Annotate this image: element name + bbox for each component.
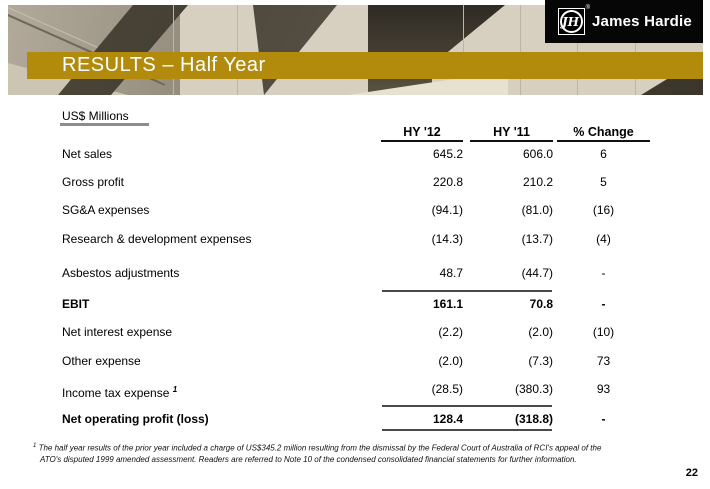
row-label: Gross profit: [62, 175, 125, 189]
hy12-value: 161.1: [432, 297, 463, 311]
hy11-value: 70.8: [529, 297, 553, 311]
jh-logo-circle: JH: [560, 10, 583, 33]
panel-seam: [463, 5, 464, 95]
footnote: 1 The half year results of the prior yea…: [33, 441, 602, 466]
unit-label: US$ Millions: [62, 109, 129, 123]
change-value: -: [601, 297, 606, 311]
slide-title-bar: RESULTS – Half Year: [27, 52, 703, 79]
net-profit-top-rule: [382, 405, 552, 407]
hy11-value: 606.0: [522, 147, 553, 161]
row-label: Net interest expense: [62, 325, 173, 339]
hy11-value: (7.3): [528, 354, 553, 368]
change-value: 5: [600, 175, 607, 189]
change-value: 6: [600, 147, 607, 161]
hy11-value: (44.7): [521, 266, 553, 280]
hy11-value: (2.0): [528, 325, 553, 339]
change-value: 73: [596, 354, 611, 368]
change-value: -: [601, 266, 606, 280]
hy12-value: (2.2): [438, 325, 463, 339]
page-number: 22: [685, 467, 698, 479]
hy11-value: 210.2: [522, 175, 553, 189]
column-header-hy11: HY '11: [470, 126, 553, 142]
table-row: Net interest expense (2.2) (2.0) (10): [0, 326, 710, 340]
jh-monogram: JH: [561, 14, 579, 29]
row-label: Income tax expense 1: [62, 385, 178, 400]
slide-title: RESULTS – Half Year: [62, 54, 266, 76]
panel-seam: [237, 5, 238, 95]
hy11-value: (81.0): [521, 203, 553, 217]
footnote-superscript: 1: [33, 443, 37, 449]
table-row: Asbestos adjustments 48.7 (44.7) -: [0, 267, 710, 281]
table-row-net-operating-profit: Net operating profit (loss) 128.4 (318.8…: [0, 413, 710, 427]
hy12-value: (2.0): [438, 354, 463, 368]
logo-box: JH ® James Hardie: [545, 0, 703, 43]
hy12-value: 128.4: [432, 412, 463, 426]
hy12-value: 48.7: [439, 266, 463, 280]
net-profit-bottom-rule: [382, 429, 552, 431]
jh-logo-icon: JH ®: [558, 5, 590, 35]
row-label: Other expense: [62, 354, 141, 368]
table-row: Other expense (2.0) (7.3) 73: [0, 355, 710, 369]
row-label: Net sales: [62, 147, 113, 161]
table-row: Research & development expenses (14.3) (…: [0, 233, 710, 247]
hy11-value: (380.3): [514, 382, 553, 396]
hy11-value: (13.7): [521, 232, 553, 246]
hy12-value: (28.5): [431, 382, 463, 396]
change-value: 93: [596, 382, 611, 396]
brand-name: James Hardie: [592, 13, 692, 30]
unit-label-underline: [60, 123, 149, 126]
row-label: Asbestos adjustments: [62, 266, 180, 280]
panel-seam: [635, 5, 636, 95]
hy12-value: (94.1): [431, 203, 463, 217]
row-label: Research & development expenses: [62, 232, 252, 246]
table-row: Gross profit 220.8 210.2 5: [0, 176, 710, 190]
footnote-text: The half year results of the prior year …: [38, 443, 602, 465]
hy12-value: 220.8: [432, 175, 463, 189]
registered-mark: ®: [585, 5, 590, 11]
column-header-hy12: HY '12: [381, 126, 463, 142]
ebit-divider-rule: [382, 290, 552, 292]
table-row: SG&A expenses (94.1) (81.0) (16): [0, 204, 710, 218]
panel-seam: [173, 5, 174, 95]
row-label: SG&A expenses: [62, 203, 150, 217]
table-row-ebit: EBIT 161.1 70.8 -: [0, 298, 710, 312]
panel-seam: [520, 5, 521, 95]
change-value: -: [601, 412, 606, 426]
row-label: EBIT: [62, 297, 90, 311]
panel-seam: [577, 5, 578, 95]
column-header-change: % Change: [557, 126, 650, 142]
change-value: (10): [592, 325, 615, 339]
hy12-value: 645.2: [432, 147, 463, 161]
hy11-value: (318.8): [514, 412, 553, 426]
table-row: Net sales 645.2 606.0 6: [0, 148, 710, 162]
footnote-reference: 1: [172, 385, 178, 394]
change-value: (16): [592, 203, 615, 217]
hy12-value: (14.3): [431, 232, 463, 246]
change-value: (4): [596, 232, 611, 246]
table-row: Income tax expense 1 (28.5) (380.3) 93: [0, 382, 710, 400]
row-label: Net operating profit (loss): [62, 412, 209, 426]
